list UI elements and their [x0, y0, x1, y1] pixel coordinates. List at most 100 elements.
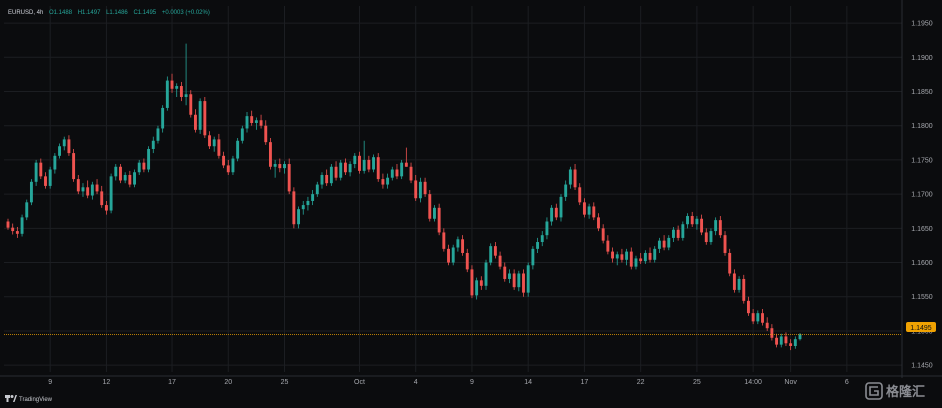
candle [179, 81, 183, 102]
candle-body [231, 158, 235, 173]
candle [283, 161, 286, 174]
candle-body [95, 184, 99, 192]
candle-body [142, 162, 146, 170]
candle-body [184, 94, 188, 97]
candle [686, 213, 689, 229]
candle [240, 125, 244, 144]
candle [100, 185, 104, 208]
candle [325, 169, 329, 186]
candle [301, 200, 305, 215]
candle [761, 309, 764, 326]
candle-body [517, 273, 521, 288]
candle-body [756, 313, 760, 322]
candle [784, 332, 788, 347]
candle-body [451, 247, 455, 263]
candle [95, 179, 99, 195]
candle [15, 226, 19, 238]
candle [554, 203, 558, 221]
candle-body [353, 155, 357, 165]
candle-body [709, 231, 713, 243]
x-tick-label: 22 [637, 379, 645, 386]
y-axis[interactable]: 1.1950 1.1900 1.1850 1.1800 1.1750 1.1700 1.16… [911, 21, 933, 370]
candle [147, 146, 151, 173]
candle-body [315, 184, 319, 195]
candle [175, 83, 179, 97]
legend-high: H1.1497 [78, 10, 101, 16]
candle-body [550, 207, 554, 222]
candle [297, 206, 301, 229]
candle-body [746, 300, 750, 314]
candle-body [414, 180, 418, 199]
candle-body [433, 207, 436, 219]
candle [653, 246, 657, 263]
candle-body [686, 216, 689, 225]
candle-body [151, 140, 155, 149]
y-tick-label: 1.1700 [911, 192, 933, 199]
candle-body [123, 174, 127, 181]
candle-body [179, 86, 183, 97]
candle-body [212, 139, 216, 147]
candle-body [601, 228, 605, 241]
candle [667, 235, 671, 251]
last-price-badge: 1.1495 [906, 322, 936, 332]
candle-body [456, 239, 460, 248]
candle [231, 155, 235, 175]
candle [156, 125, 160, 144]
candle-body [165, 80, 169, 108]
candle-body [587, 206, 591, 215]
candle [329, 164, 333, 186]
candle-body [339, 162, 343, 178]
candle [133, 169, 136, 188]
candle-body [329, 166, 333, 184]
candle [559, 194, 563, 222]
candle-body [264, 125, 268, 143]
x-tick-label: 14:00 [744, 379, 762, 386]
candle-body [86, 187, 90, 196]
candle-body [789, 343, 793, 347]
candle-body [690, 216, 694, 225]
candle-body [367, 159, 371, 170]
candle [601, 224, 605, 244]
candle [268, 138, 272, 170]
candle [470, 265, 474, 299]
candle [737, 276, 741, 293]
candle [456, 236, 460, 252]
candle-body [72, 153, 76, 180]
candle-body [6, 221, 10, 228]
candle [39, 158, 43, 180]
tradingview-label: TradingView [19, 397, 53, 403]
candle [493, 242, 497, 259]
candle [447, 244, 450, 266]
candle [793, 336, 797, 349]
candle [315, 181, 319, 197]
watermark-text: 格隆汇 [886, 384, 925, 399]
candle-body [15, 231, 19, 234]
candle-body [254, 120, 258, 123]
candle-body [779, 336, 783, 345]
x-axis[interactable]: 9 12 17 20 25 Oct 4 9 14 17 22 25 14:00 Nov 6 [48, 379, 849, 386]
candle [119, 164, 122, 184]
candle [151, 136, 155, 154]
candle [662, 235, 666, 251]
candle [165, 76, 169, 111]
candle-body [133, 172, 136, 185]
legend: EURUSD, 4h O1.1488 H1.1497 L1.1486 C1.14… [8, 10, 210, 16]
candle-body [592, 206, 596, 218]
candle [690, 211, 694, 227]
candle-body [390, 169, 394, 178]
candle-body [236, 140, 240, 159]
candle-body [554, 207, 558, 218]
last-price-text: 1.1495 [910, 325, 932, 332]
tradingview-logo-icon [5, 395, 17, 402]
tradingview-branding[interactable]: TradingView [5, 395, 53, 403]
candle-body [714, 220, 718, 232]
candle-body [676, 229, 680, 238]
candle-body [34, 162, 38, 182]
candle-body [484, 262, 488, 286]
candle-body [775, 337, 779, 345]
candle-body [470, 269, 474, 296]
watermark-g-icon [869, 386, 879, 396]
candle [20, 214, 24, 237]
